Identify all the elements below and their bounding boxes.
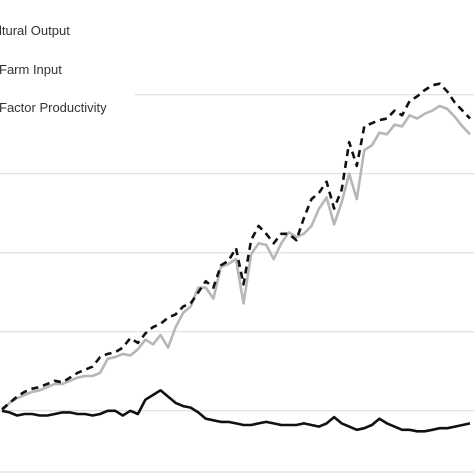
legend-label-farm-input: Farm Input bbox=[0, 62, 62, 77]
legend: ltural Output Farm Input Factor Producti… bbox=[0, 23, 107, 115]
legend-label-factor-productivity: Factor Productivity bbox=[0, 100, 107, 115]
series-layer bbox=[1, 82, 471, 433]
series-line-factor-productivity bbox=[1, 104, 471, 412]
legend-label-agricultural-output: ltural Output bbox=[0, 23, 70, 38]
gridlines bbox=[0, 94, 474, 473]
series-line-ltural-output bbox=[1, 82, 471, 411]
series-line-farm-input bbox=[1, 388, 471, 433]
